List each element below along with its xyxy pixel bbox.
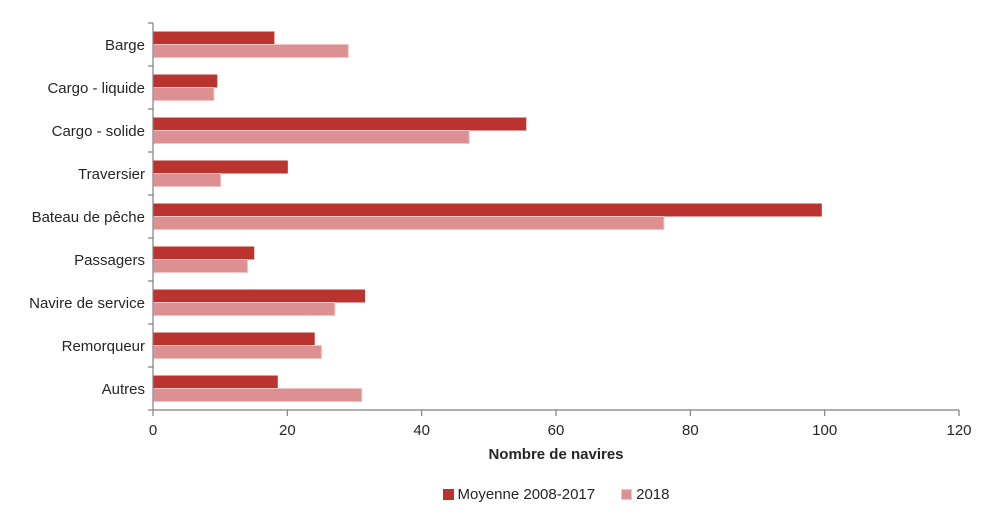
bar-1-1 (153, 87, 215, 101)
x-tick-label: 120 (946, 422, 971, 439)
category-label: Cargo - solide (52, 123, 145, 140)
x-tick-label: 100 (812, 422, 837, 439)
bar-0-7 (153, 332, 315, 346)
bar-0-3 (153, 160, 288, 174)
category-label: Autres (102, 381, 145, 398)
bar-0-0 (153, 31, 275, 45)
bar-0-8 (153, 375, 278, 389)
category-label: Bateau de pêche (32, 209, 145, 226)
category-label: Navire de service (29, 295, 145, 312)
x-axis-title: Nombre de navires (488, 446, 623, 463)
bar-1-5 (153, 259, 249, 273)
bar-1-0 (153, 44, 349, 58)
legend-swatch-0 (442, 489, 454, 500)
bar-1-4 (153, 216, 665, 230)
bar-0-2 (153, 117, 527, 131)
bar-0-1 (153, 74, 218, 88)
bar-1-7 (153, 345, 322, 359)
category-label: Barge (105, 37, 145, 54)
legend-label-1: 2018 (636, 486, 670, 503)
bar-1-8 (153, 388, 363, 402)
category-label: Remorqueur (62, 338, 145, 355)
x-tick-label: 40 (413, 422, 430, 439)
x-tick-label: 20 (279, 422, 296, 439)
legend-item-1: 2018 (621, 486, 669, 503)
bar-0-5 (153, 246, 255, 260)
bar-1-2 (153, 130, 470, 144)
bar-1-3 (153, 173, 222, 187)
bar-1-6 (153, 302, 336, 316)
x-tick-label: 80 (682, 422, 699, 439)
bar-0-4 (153, 203, 822, 217)
category-label: Cargo - liquide (47, 80, 145, 97)
legend-label-0: Moyenne 2008-2017 (457, 486, 596, 503)
bar-0-6 (153, 289, 366, 303)
chart-legend: Moyenne 2008-2017 2018 (153, 486, 959, 503)
category-label: Passagers (74, 252, 145, 269)
x-tick-label: 60 (548, 422, 565, 439)
x-tick-label: 0 (149, 422, 157, 439)
legend-item-0: Moyenne 2008-2017 (442, 486, 596, 503)
legend-swatch-1 (621, 489, 633, 500)
category-label: Traversier (78, 166, 145, 183)
bar-chart-canvas: Barge Cargo - liquide Cargo - solide Traver… (29, 22, 972, 463)
